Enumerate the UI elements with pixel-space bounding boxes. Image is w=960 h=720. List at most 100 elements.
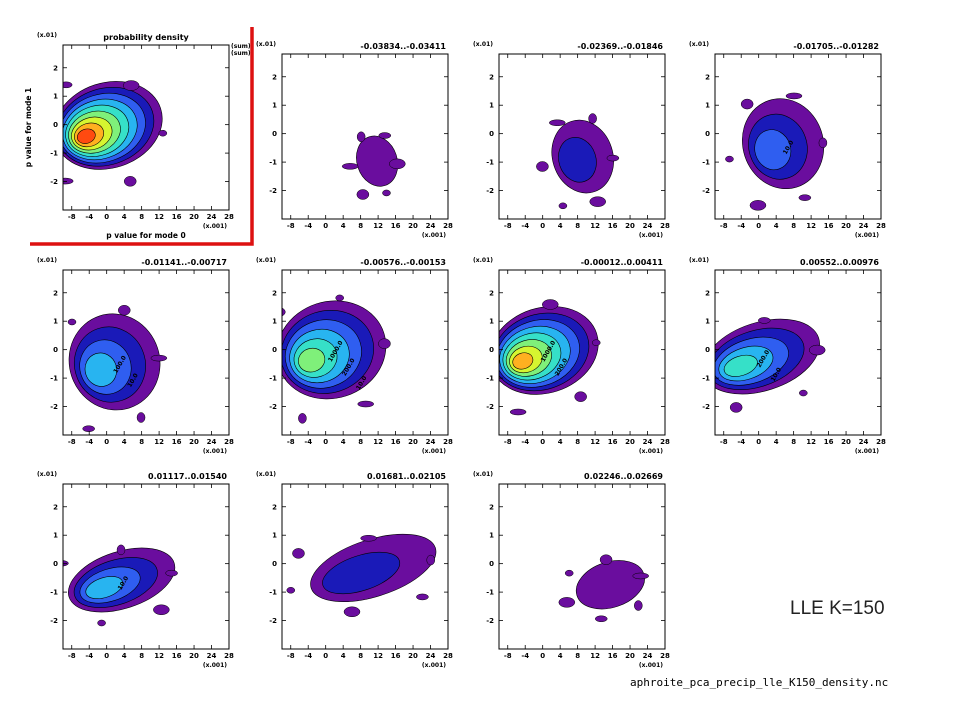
- contour-fragment: [136, 412, 146, 423]
- x-tick-label: 24: [426, 438, 436, 446]
- contour-area: 10.0: [63, 544, 178, 627]
- contour-area: 10.0: [725, 92, 828, 211]
- x-tick-label: 20: [189, 652, 199, 660]
- contour-fragment: [286, 587, 296, 594]
- contour-fragment: [468, 368, 476, 378]
- contour-fragment: [564, 569, 574, 577]
- x-tick-label: 20: [625, 222, 635, 230]
- contour-level-4: [85, 576, 124, 599]
- y-scale-label: (x.01): [37, 32, 57, 39]
- contour-fragment: [426, 554, 435, 566]
- contour-area: [341, 131, 406, 200]
- panel-title: -0.03834..-0.03411: [360, 42, 446, 51]
- contour-level-4: [84, 352, 118, 387]
- x-tick-label: 12: [373, 438, 383, 446]
- x-tick-label: -4: [85, 213, 93, 221]
- y-tick-label: -1: [702, 375, 710, 383]
- x-tick-label: 20: [625, 652, 635, 660]
- contour-fragment: [360, 535, 377, 542]
- x-tick-label: 4: [774, 438, 779, 446]
- contour-area: [286, 533, 437, 618]
- x-tick-label: 0: [540, 438, 545, 446]
- panel-9: 10.0 -8 -4 0 4 8 12 16 20 24 28 2 1 0 -1 -2 (x.01) (x.001…: [37, 471, 234, 669]
- x-tick-label: 8: [791, 438, 796, 446]
- y-tick-label: 0: [53, 121, 58, 129]
- x-tick-label: 12: [154, 213, 164, 221]
- x-tick-label: 16: [391, 222, 401, 230]
- contour-fragment: [67, 318, 77, 326]
- x-tick-label: 24: [643, 438, 653, 446]
- x-tick-label: -8: [287, 222, 295, 230]
- contour-level-3: [754, 129, 792, 171]
- x-scale-label: (x.001): [639, 232, 663, 239]
- y-tick-label: 0: [272, 346, 277, 354]
- contour-fragment: [389, 158, 406, 170]
- contour-fragment: [725, 155, 734, 163]
- y-tick-label: -2: [486, 617, 494, 625]
- y-tick-label: -1: [486, 375, 494, 383]
- x-tick-label: 4: [122, 213, 127, 221]
- contour-fragment: [356, 189, 370, 200]
- panel-10: -8 -4 0 4 8 12 16 20 24 28 2 1 0 -1 -2 (x.01) (x.001) 0.0…: [256, 471, 453, 669]
- y-tick-label: -2: [269, 187, 277, 195]
- x-tick-label: 4: [774, 222, 779, 230]
- y-tick-label: 2: [272, 289, 277, 297]
- x-tick-label: 20: [841, 222, 851, 230]
- plot-frame: [62, 483, 230, 650]
- x-tick-label: 12: [590, 438, 600, 446]
- panel-2: -8 -4 0 4 8 12 16 20 24 28 2 1 0 -1 -2 (x.01) (x.001) -0.…: [256, 41, 453, 239]
- x-tick-label: 28: [876, 438, 886, 446]
- x-tick-label: 0: [756, 222, 761, 230]
- y-tick-label: 1: [272, 532, 277, 540]
- panel-11: -8 -4 0 4 8 12 16 20 24 28 2 1 0 -1 -2 (x.01) (x.001) 0.0…: [473, 471, 670, 669]
- y-scale-label: (x.01): [473, 41, 493, 48]
- y-tick-label: 1: [489, 102, 494, 110]
- units-label: (sum): [231, 43, 251, 50]
- contour-fragment: [356, 131, 366, 143]
- y-tick-label: -1: [269, 375, 277, 383]
- y-scale-label: (x.01): [473, 257, 493, 264]
- x-tick-label: -4: [521, 222, 529, 230]
- x-tick-label: -8: [287, 652, 295, 660]
- y-tick-label: 1: [272, 102, 277, 110]
- y-tick-label: 0: [489, 130, 494, 138]
- y-scale-label: (x.01): [256, 257, 276, 264]
- x-tick-label: 16: [172, 438, 182, 446]
- x-tick-label: 28: [224, 438, 234, 446]
- x-tick-label: 28: [660, 438, 670, 446]
- x-tick-label: -4: [521, 652, 529, 660]
- y-tick-label: -2: [50, 403, 58, 411]
- contour-fragment: [153, 604, 170, 616]
- x-tick-label: 28: [443, 652, 453, 660]
- contour-level-2: [322, 551, 401, 595]
- x-tick-label: -4: [521, 438, 529, 446]
- x-tick-label: -4: [85, 438, 93, 446]
- panel-title: probability density: [103, 33, 189, 42]
- x-scale-label: (x.001): [639, 662, 663, 669]
- x-tick-label: 0: [323, 222, 328, 230]
- x-scale-label: (x.001): [203, 223, 227, 230]
- y-tick-label: 0: [705, 346, 710, 354]
- contour-fragment: [632, 572, 649, 580]
- x-tick-label: 4: [122, 652, 127, 660]
- contour-fragment: [63, 81, 73, 89]
- x-tick-label: 12: [806, 222, 816, 230]
- x-tick-label: 0: [104, 438, 109, 446]
- contour-level-2: [558, 137, 597, 183]
- y-scale-label: (x.01): [473, 471, 493, 478]
- y-tick-label: 2: [272, 73, 277, 81]
- y-tick-label: 2: [705, 289, 710, 297]
- contour-area: 100.010.0: [67, 304, 168, 432]
- x-tick-label: -8: [720, 222, 728, 230]
- x-scale-label: (x.001): [422, 232, 446, 239]
- contour-fragment: [729, 402, 743, 413]
- x-tick-label: 16: [608, 652, 618, 660]
- units-label: (sum): [231, 50, 251, 57]
- plot-frame: [62, 44, 230, 211]
- x-tick-label: 16: [172, 652, 182, 660]
- x-tick-label: -8: [504, 652, 512, 660]
- x-tick-label: 8: [358, 438, 363, 446]
